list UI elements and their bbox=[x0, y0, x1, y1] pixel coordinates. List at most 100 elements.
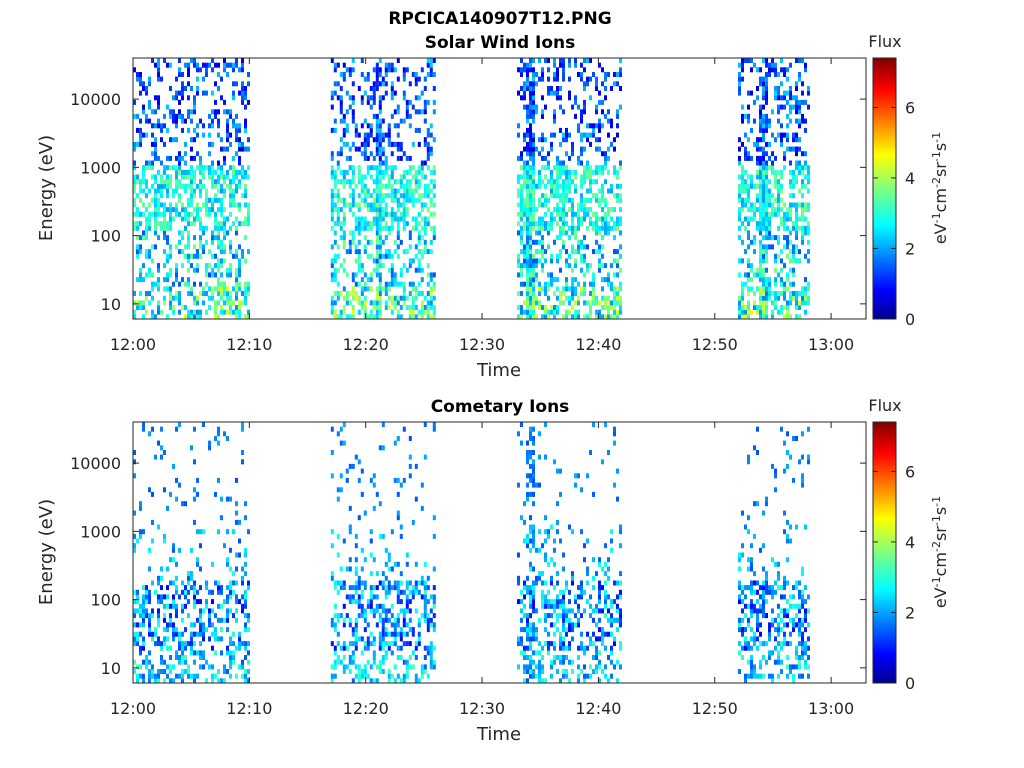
heatmap-cell bbox=[616, 183, 619, 189]
colorbar-title: Flux bbox=[868, 32, 901, 51]
heatmap-cell bbox=[426, 146, 430, 152]
heatmap-cell bbox=[523, 137, 526, 143]
heatmap-cell bbox=[354, 202, 358, 208]
heatmap-cell bbox=[229, 594, 232, 600]
heatmap-cell bbox=[351, 239, 355, 245]
heatmap-cell bbox=[411, 519, 415, 525]
heatmap-cell bbox=[577, 202, 580, 208]
heatmap-cell bbox=[523, 594, 526, 600]
heatmap-cell bbox=[342, 179, 346, 185]
heatmap-cell bbox=[414, 72, 418, 77]
heatmap-cell bbox=[163, 216, 166, 222]
heatmap-cell bbox=[408, 123, 412, 129]
heatmap-cell bbox=[529, 207, 532, 213]
heatmap-cell bbox=[139, 179, 142, 185]
heatmap-cell bbox=[604, 151, 607, 157]
heatmap-cell bbox=[375, 585, 379, 591]
heatmap-cell bbox=[169, 174, 172, 180]
heatmap-cell bbox=[759, 104, 762, 110]
heatmap-cell bbox=[166, 165, 169, 171]
heatmap-cell bbox=[348, 641, 352, 647]
heatmap-cell bbox=[172, 216, 175, 222]
heatmap-cell bbox=[610, 622, 613, 628]
heatmap-cell bbox=[408, 197, 412, 203]
heatmap-cell bbox=[541, 239, 544, 245]
heatmap-cell bbox=[417, 678, 421, 684]
heatmap-cell bbox=[405, 552, 409, 558]
heatmap-cell bbox=[396, 436, 400, 441]
heatmap-cell bbox=[139, 664, 142, 670]
heatmap-cell bbox=[190, 183, 193, 189]
heatmap-cell bbox=[432, 627, 436, 633]
heatmap-cell bbox=[375, 267, 379, 273]
heatmap-cell bbox=[187, 277, 190, 283]
heatmap-cell bbox=[372, 608, 376, 614]
heatmap-cell bbox=[220, 627, 223, 633]
heatmap-cell bbox=[348, 314, 352, 320]
heatmap-cell bbox=[372, 81, 376, 87]
heatmap-cell bbox=[229, 263, 232, 269]
heatmap-cell bbox=[756, 608, 759, 614]
heatmap-cell bbox=[541, 267, 544, 273]
heatmap-cell bbox=[541, 571, 544, 577]
heatmap-cell bbox=[202, 76, 205, 82]
heatmap-cell bbox=[145, 90, 148, 96]
heatmap-cell bbox=[175, 183, 178, 189]
heatmap-cell bbox=[556, 211, 559, 217]
heatmap-cell bbox=[196, 202, 199, 208]
heatmap-cell bbox=[399, 267, 403, 273]
heatmap-cell bbox=[169, 603, 172, 609]
heatmap-cell bbox=[780, 67, 783, 73]
heatmap-cell bbox=[342, 72, 346, 77]
heatmap-cell bbox=[226, 216, 229, 222]
heatmap-cell bbox=[378, 207, 382, 213]
heatmap-cell bbox=[235, 580, 238, 586]
heatmap-cell bbox=[538, 169, 541, 175]
heatmap-cell bbox=[526, 253, 529, 259]
heatmap-cell bbox=[523, 221, 526, 227]
heatmap-cell bbox=[807, 104, 810, 110]
heatmap-cell bbox=[601, 123, 604, 129]
heatmap-cell bbox=[405, 104, 409, 110]
heatmap-cell bbox=[580, 580, 583, 586]
heatmap-cell bbox=[175, 631, 178, 637]
heatmap-cell bbox=[538, 547, 541, 553]
heatmap-cell bbox=[580, 72, 583, 77]
heatmap-cell bbox=[387, 631, 391, 637]
heatmap-cell bbox=[405, 631, 409, 637]
heatmap-cell bbox=[375, 216, 379, 222]
heatmap-cell bbox=[366, 659, 370, 665]
heatmap-cell bbox=[544, 104, 547, 110]
heatmap-cell bbox=[235, 123, 238, 129]
heatmap-cell bbox=[547, 281, 550, 287]
heatmap-cell bbox=[354, 533, 358, 539]
heatmap-cell bbox=[559, 211, 562, 217]
heatmap-cell bbox=[229, 225, 232, 231]
heatmap-cell bbox=[529, 669, 532, 674]
x-tick-label: 13:00 bbox=[808, 335, 854, 354]
heatmap-cell bbox=[532, 58, 535, 63]
heatmap-cell bbox=[390, 67, 394, 73]
heatmap-cell bbox=[232, 580, 235, 586]
heatmap-cell bbox=[432, 295, 436, 301]
heatmap-cell bbox=[777, 631, 780, 637]
heatmap-cell bbox=[571, 580, 574, 586]
heatmap-cell bbox=[550, 613, 553, 619]
heatmap-cell bbox=[595, 650, 598, 656]
heatmap-cell bbox=[601, 608, 604, 614]
heatmap-cell bbox=[339, 104, 343, 110]
heatmap-cell bbox=[583, 645, 586, 651]
heatmap-cell bbox=[565, 655, 568, 660]
heatmap-cell bbox=[238, 645, 241, 651]
heatmap-cell bbox=[142, 263, 145, 269]
heatmap-cell bbox=[553, 62, 556, 68]
heatmap-cell bbox=[190, 221, 193, 227]
heatmap-cell bbox=[541, 216, 544, 222]
heatmap-cell bbox=[369, 641, 373, 647]
heatmap-cell bbox=[795, 207, 798, 213]
heatmap-cell bbox=[795, 211, 798, 217]
heatmap-cell bbox=[789, 62, 792, 68]
heatmap-cell bbox=[601, 295, 604, 301]
heatmap-cell bbox=[223, 244, 226, 250]
heatmap-cell bbox=[247, 669, 250, 674]
